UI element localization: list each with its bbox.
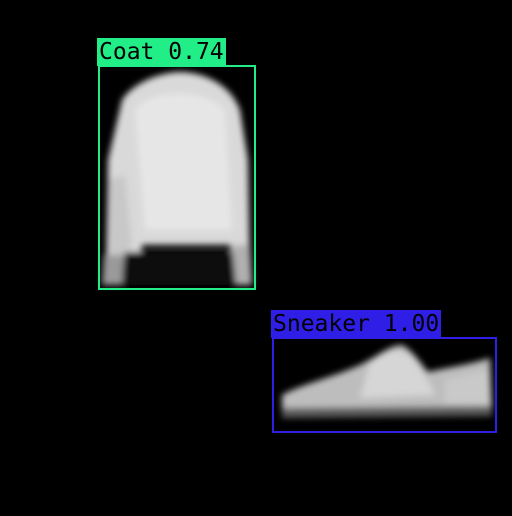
detection-box-sneaker (272, 337, 497, 433)
detection-box-coat (98, 65, 256, 290)
detection-label-sneaker-class: Sneaker (273, 311, 370, 337)
sneaker-image (282, 345, 492, 418)
detection-label-sneaker-score: 1.00 (383, 311, 440, 337)
detection-label-coat-score: 0.74 (168, 39, 224, 65)
detection-label-coat-class: Coat (99, 39, 155, 65)
detection-label-sneaker: Sneaker 1.00 (271, 310, 442, 338)
coat-image (102, 72, 252, 285)
detection-label-coat: Coat 0.74 (97, 38, 226, 66)
